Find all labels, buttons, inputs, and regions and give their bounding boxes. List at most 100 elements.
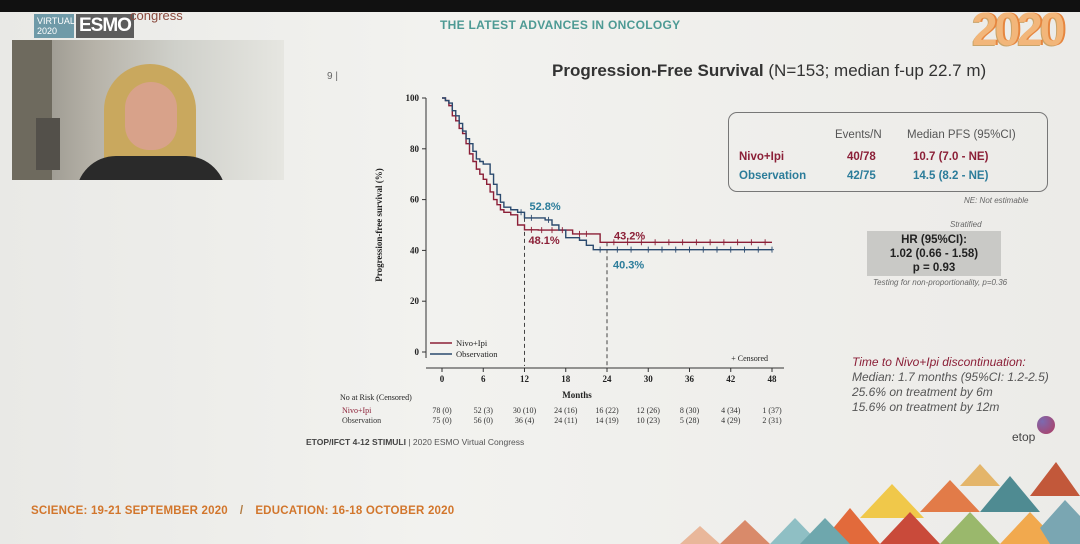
censor-mark — [519, 209, 524, 216]
science-dates: SCIENCE: 19-21 SEPTEMBER 2020 — [31, 505, 228, 517]
censor-mark — [639, 239, 644, 246]
at-risk-title: No at Risk (Censored) — [340, 393, 412, 402]
censor-mark — [735, 239, 740, 246]
y-tick-label: 40 — [410, 245, 420, 255]
censor-mark — [653, 239, 658, 246]
censor-mark — [577, 230, 582, 237]
slide-number: 9 | — [327, 71, 338, 82]
footer-ref-study: ETOP/IFCT 4-12 STIMULI — [306, 437, 406, 447]
events-row-nivo-events: 40/78 — [847, 151, 876, 163]
annotation-48-1pct: 48.1% — [529, 235, 560, 247]
ne-note: NE: Not estimable — [964, 196, 1029, 205]
events-row-nivo-name: Nivo+Ipi — [739, 151, 785, 163]
at-risk-cell: 4 (29) — [721, 416, 741, 425]
annotation-43-2pct: 43.2% — [614, 230, 645, 242]
censor-mark — [584, 230, 589, 237]
censor-mark — [546, 216, 551, 223]
logo-virtual-badge: VIRTUAL 2020 — [34, 14, 75, 38]
censor-mark — [687, 246, 692, 253]
y-tick-label: 0 — [415, 347, 420, 357]
at-risk-cell: 8 (30) — [680, 406, 700, 415]
discontinuation-block: Time to Nivo+Ipi discontinuation: Median… — [852, 355, 1049, 415]
censor-mark — [708, 239, 713, 246]
footer-dates: SCIENCE: 19-21 SEPTEMBER 2020 / EDUCATION:… — [31, 505, 454, 517]
events-header: Events/N — [835, 129, 882, 141]
median-header: Median PFS (95%CI) — [907, 129, 1016, 141]
at-risk-cell: 1 (37) — [762, 406, 782, 415]
censor-mark — [611, 239, 616, 246]
discontinuation-line-1: Median: 1.7 months (95%CI: 1.2-2.5) — [852, 370, 1049, 384]
decorative-triangles — [680, 462, 1080, 544]
annotation-52-8pct: 52.8% — [530, 201, 561, 213]
etop-logo-text: etop — [1012, 430, 1036, 444]
x-tick-label: 12 — [520, 374, 530, 384]
at-risk-cell: 24 (11) — [554, 416, 577, 425]
hr-stratified-label: Stratified — [950, 220, 982, 229]
year-logo: 2020 — [972, 3, 1065, 55]
y-axis-label: Progression-free survival (%) — [374, 168, 384, 281]
hr-line-1: HR (95%CI): — [901, 234, 967, 246]
x-tick-label: 48 — [768, 374, 778, 384]
at-risk-cell: 14 (19) — [595, 416, 619, 425]
censor-mark — [701, 246, 706, 253]
censor-mark — [539, 227, 544, 234]
at-risk-cell: 78 (0) — [432, 406, 452, 415]
speaker-face — [125, 82, 177, 150]
censor-mark — [694, 239, 699, 246]
km-line-nivo-ipi — [442, 97, 772, 243]
censor-mark — [715, 246, 719, 253]
censor-mark — [660, 246, 664, 253]
events-row-nivo-median: 10.7 (7.0 - NE) — [913, 151, 989, 163]
discontinuation-line-3: 15.6% on treatment by 12m — [852, 400, 1000, 414]
censor-mark — [625, 239, 630, 246]
at-risk-cell: 5 (28) — [680, 416, 700, 425]
at-risk-cell: 52 (3) — [474, 406, 494, 415]
at-risk-cell: 24 (16) — [554, 406, 578, 415]
at-risk-cell: 2 (31) — [762, 416, 782, 425]
censor-mark — [728, 246, 733, 253]
censor-mark — [763, 239, 768, 246]
km-line-observation — [442, 97, 772, 251]
censor-mark — [529, 226, 534, 233]
x-tick-label: 42 — [726, 374, 736, 384]
censor-mark — [560, 227, 565, 234]
censor-mark — [680, 239, 685, 246]
legend-label-observation: Observation — [456, 349, 498, 359]
hazard-ratio-box: HR (95%CI): 1.02 (0.66 - 1.58) p = 0.93 — [867, 231, 1001, 276]
y-tick-label: 20 — [410, 296, 420, 306]
at-risk-cell: 75 (0) — [432, 416, 452, 425]
education-dates: EDUCATION: 16-18 OCTOBER 2020 — [255, 505, 455, 517]
at-risk-cell: 16 (22) — [595, 406, 619, 415]
discontinuation-title: Time to Nivo+Ipi discontinuation: — [852, 355, 1026, 369]
at-risk-cell: 10 (23) — [637, 416, 661, 425]
at-risk-cell: 36 (4) — [515, 416, 535, 425]
at-risk-row-label: Nivo+Ipi — [342, 406, 372, 415]
legend-label-nivo-ipi: Nivo+Ipi — [456, 338, 488, 348]
speaker-body — [76, 156, 226, 180]
censor-mark — [721, 239, 726, 246]
discontinuation-line-2: 25.6% on treatment by 6m — [852, 385, 993, 399]
y-tick-label: 60 — [410, 195, 420, 205]
at-risk-cell: 30 (10) — [513, 406, 537, 415]
speaker-video-thumbnail[interactable] — [12, 40, 284, 180]
censor-mark — [550, 227, 554, 234]
etop-logo: etop — [1006, 412, 1056, 452]
events-table: Events/N Median PFS (95%CI) Nivo+Ipi 40/… — [728, 112, 1048, 192]
non-proportionality-note: Testing for non-proportionality, p=0.36 — [873, 278, 1008, 287]
censor-mark — [666, 239, 671, 246]
censor-mark — [770, 246, 774, 253]
censor-mark — [615, 246, 620, 253]
dates-separator: / — [239, 505, 244, 517]
censor-mark — [756, 246, 761, 253]
x-tick-label: 0 — [440, 374, 445, 384]
logo-esmo-word: ESMO — [76, 14, 134, 38]
footer-reference: ETOP/IFCT 4-12 STIMULI | 2020 ESMO Virtu… — [306, 437, 524, 447]
annotation-40-3pct: 40.3% — [613, 260, 644, 272]
censored-legend: + Censored — [731, 354, 768, 363]
x-tick-label: 36 — [685, 374, 695, 384]
chart-title-main: Progression-Free Survival — [552, 61, 764, 80]
x-tick-label: 6 — [481, 374, 486, 384]
at-risk-cell: 4 (34) — [721, 406, 741, 415]
etop-mark-icon — [1037, 416, 1055, 434]
